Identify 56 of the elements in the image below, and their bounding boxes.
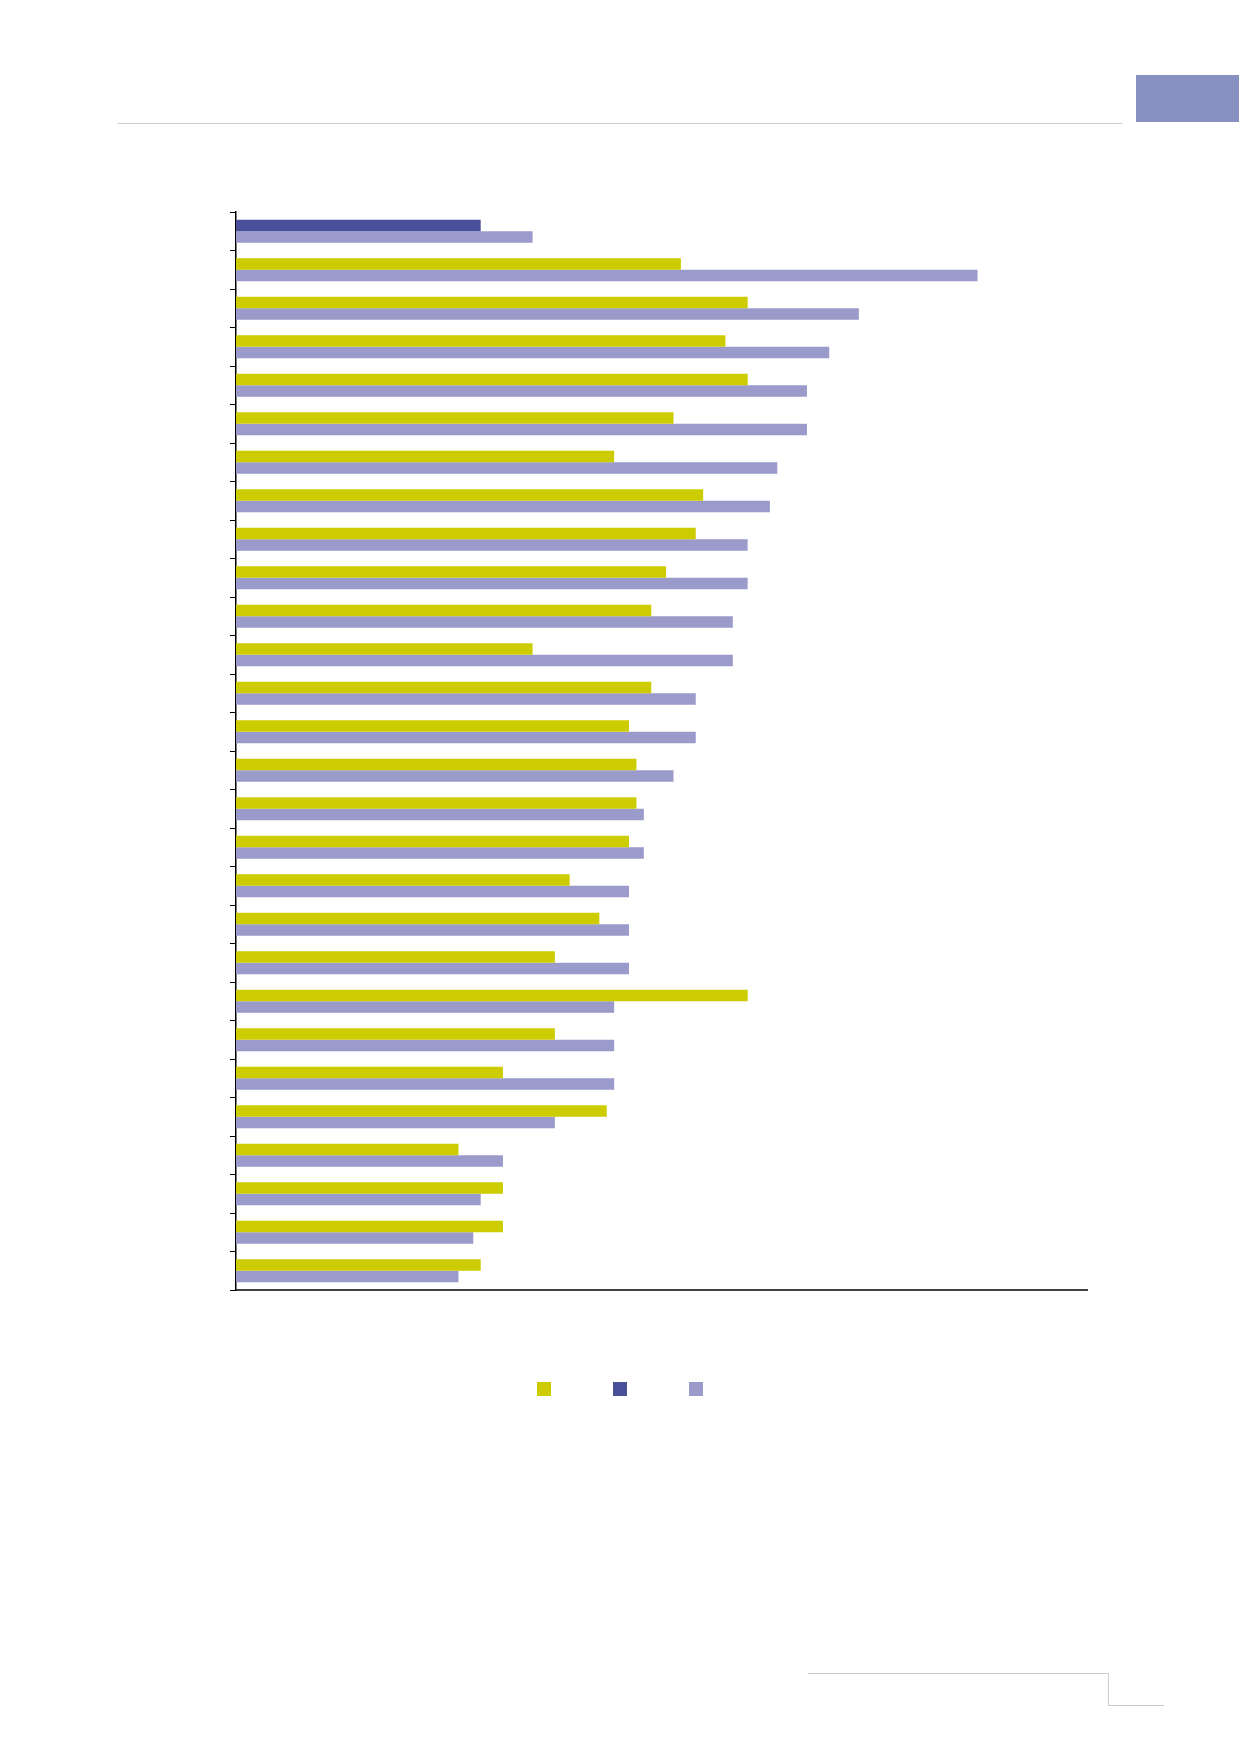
bar	[236, 770, 674, 782]
bar	[236, 1078, 615, 1090]
bar	[236, 962, 629, 975]
bar	[236, 412, 674, 424]
bar	[236, 1220, 503, 1233]
bar	[236, 1066, 503, 1079]
bar	[236, 720, 629, 732]
bar	[236, 1232, 474, 1244]
bar	[236, 1270, 459, 1283]
bar	[236, 654, 733, 667]
bar	[236, 219, 481, 232]
bar	[236, 1001, 615, 1013]
bar	[236, 874, 570, 886]
bar	[236, 423, 807, 436]
bar	[236, 1039, 615, 1052]
bar	[236, 489, 704, 501]
bar	[236, 1028, 555, 1040]
bar	[236, 885, 629, 898]
bar	[236, 385, 807, 397]
bar	[236, 1116, 555, 1129]
bar	[236, 951, 555, 963]
bar	[236, 1193, 481, 1206]
bar	[236, 989, 748, 1002]
bar	[236, 373, 748, 386]
bar	[236, 681, 652, 694]
bar	[236, 346, 830, 359]
bar	[236, 296, 748, 309]
bar	[236, 500, 770, 513]
bar	[236, 731, 696, 744]
bar	[236, 577, 748, 590]
bar	[236, 924, 629, 936]
bar	[236, 693, 696, 705]
bar	[236, 1105, 607, 1117]
bar	[236, 808, 644, 821]
bar	[236, 269, 978, 282]
bar	[236, 604, 652, 617]
bar	[236, 1143, 459, 1156]
bar	[236, 335, 726, 347]
bar	[236, 847, 644, 859]
bar	[236, 1259, 481, 1271]
bar	[236, 566, 667, 578]
bar	[236, 462, 778, 474]
bar	[236, 835, 629, 848]
bar	[236, 797, 637, 809]
bar	[236, 231, 533, 243]
bar	[236, 758, 637, 771]
bar	[236, 539, 748, 551]
bar	[236, 912, 600, 925]
bar	[236, 527, 696, 540]
bar	[236, 1182, 503, 1194]
bar	[236, 1155, 503, 1167]
bar	[236, 450, 615, 463]
bar	[236, 616, 733, 628]
bar	[236, 258, 681, 270]
bar	[236, 643, 533, 655]
bar	[236, 308, 859, 320]
